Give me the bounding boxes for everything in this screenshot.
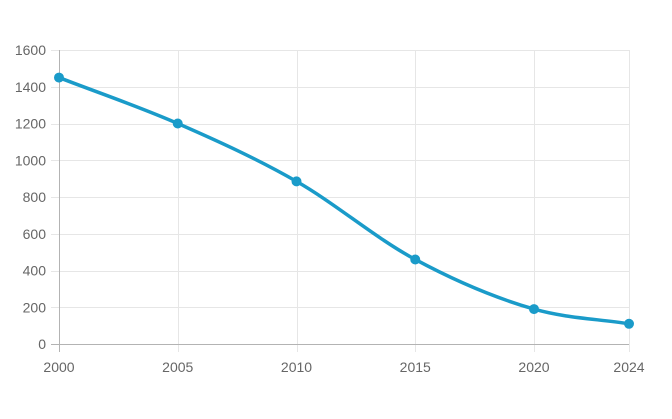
- grid: [51, 50, 630, 352]
- x-tick-label: 2005: [162, 359, 193, 375]
- y-tick-label: 1000: [15, 152, 46, 168]
- axes: [51, 50, 629, 352]
- y-tick-label: 1200: [15, 116, 46, 132]
- x-tick-label: 2010: [281, 359, 312, 375]
- series-line: [57, 75, 631, 326]
- x-tick-label: 2024: [613, 359, 644, 375]
- data-point[interactable]: [291, 176, 302, 187]
- x-tick-label: 2020: [518, 359, 549, 375]
- y-tick-label: 1600: [15, 42, 46, 58]
- y-tick-label: 0: [38, 336, 46, 352]
- data-point[interactable]: [172, 118, 183, 129]
- series: [54, 72, 634, 329]
- y-tick-label: 800: [23, 189, 47, 205]
- y-tick-label: 400: [23, 263, 47, 279]
- y-tick-label: 600: [23, 226, 47, 242]
- y-tick-label: 200: [23, 299, 47, 315]
- data-point[interactable]: [624, 318, 634, 329]
- x-tick-label: 2015: [400, 359, 431, 375]
- x-tick-label: 2000: [43, 359, 74, 375]
- data-point[interactable]: [54, 72, 64, 83]
- y-tick-label: 1400: [15, 79, 46, 95]
- tick-labels: 0 200 400 600 800 1000 1200 1400 1600 2000 2005 201…: [15, 42, 645, 375]
- data-point[interactable]: [529, 304, 539, 315]
- data-point[interactable]: [410, 254, 421, 265]
